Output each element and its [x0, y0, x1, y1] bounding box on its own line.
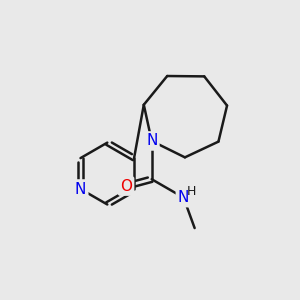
- Text: N: N: [146, 134, 158, 148]
- Text: O: O: [120, 178, 132, 194]
- Text: N: N: [178, 190, 189, 205]
- Text: H: H: [187, 185, 196, 198]
- Text: N: N: [75, 182, 86, 196]
